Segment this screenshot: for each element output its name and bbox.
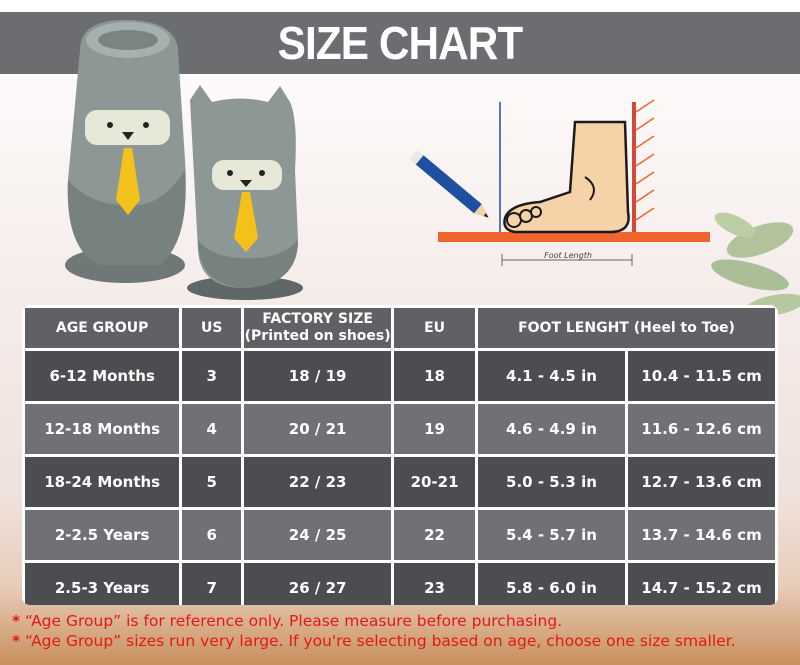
table-row: 2-2.5 Years 6 24 / 25 22 5.4 - 5.7 in 13… [25,510,775,560]
cell-foot-length-cm: 11.6 - 12.6 cm [627,404,775,454]
cell-eu: 19 [394,404,475,454]
cell-foot-length-cm: 12.7 - 13.6 cm [627,457,775,507]
header-factory-size-line2: (Printed on shoes) [244,328,391,344]
header-factory-size-line1: FACTORY SIZE [262,311,373,327]
cell-foot-length-in: 4.6 - 4.9 in [477,404,625,454]
cell-us: 3 [182,351,242,401]
note-asterisk: * [12,612,21,630]
cell-eu: 20-21 [394,457,475,507]
product-image [65,20,303,300]
note-line-1: * “Age Group” is for reference only. Ple… [12,611,800,631]
cell-eu: 22 [394,510,475,560]
cell-eu: 18 [394,351,475,401]
header-factory-size: FACTORY SIZE (Printed on shoes) [244,308,392,348]
cell-foot-length-in: 5.4 - 5.7 in [477,510,625,560]
page-title: SIZE CHART [277,17,524,69]
cell-age: 18-24 Months [25,457,180,507]
table-row: 2.5-3 Years 7 26 / 27 23 5.8 - 6.0 in 14… [25,563,775,605]
table-row: 18-24 Months 5 22 / 23 20-21 5.0 - 5.3 i… [25,457,775,507]
note-asterisk: * [12,632,21,650]
cell-factory-size: 26 / 27 [244,563,392,605]
plant-decoration [711,212,800,317]
header-us: US [182,308,242,348]
cell-factory-size: 18 / 19 [244,351,392,401]
foot-measure-diagram: Foot Length [410,99,710,266]
header-age-group: AGE GROUP [25,308,180,348]
footnotes: * “Age Group” is for reference only. Ple… [12,611,800,651]
cell-foot-length-in: 5.8 - 6.0 in [477,563,625,605]
table-row: 6-12 Months 3 18 / 19 18 4.1 - 4.5 in 10… [25,351,775,401]
cell-foot-length-in: 4.1 - 4.5 in [477,351,625,401]
foot-length-label: Foot Length [544,251,592,260]
cell-factory-size: 24 / 25 [244,510,392,560]
cell-us: 5 [182,457,242,507]
note-text-1: “Age Group” is for reference only. Pleas… [25,612,563,630]
cell-foot-length-in: 5.0 - 5.3 in [477,457,625,507]
cell-factory-size: 20 / 21 [244,404,392,454]
note-text-2: “Age Group” sizes run very large. If you… [25,632,736,650]
cell-age: 12-18 Months [25,404,180,454]
cell-age: 2.5-3 Years [25,563,180,605]
cell-age: 2-2.5 Years [25,510,180,560]
header-eu: EU [394,308,475,348]
cell-us: 4 [182,404,242,454]
table-row: 12-18 Months 4 20 / 21 19 4.6 - 4.9 in 1… [25,404,775,454]
cell-us: 7 [182,563,242,605]
cell-age: 6-12 Months [25,351,180,401]
cell-foot-length-cm: 10.4 - 11.5 cm [627,351,775,401]
header-foot-length: FOOT LENGHT (Heel to Toe) [477,308,775,348]
cell-foot-length-cm: 14.7 - 15.2 cm [627,563,775,605]
size-chart-table: AGE GROUP US FACTORY SIZE (Printed on sh… [22,305,778,605]
cell-us: 6 [182,510,242,560]
cell-eu: 23 [394,563,475,605]
note-line-2: * “Age Group” sizes run very large. If y… [12,631,800,651]
cell-foot-length-cm: 13.7 - 14.6 cm [627,510,775,560]
cell-factory-size: 22 / 23 [244,457,392,507]
